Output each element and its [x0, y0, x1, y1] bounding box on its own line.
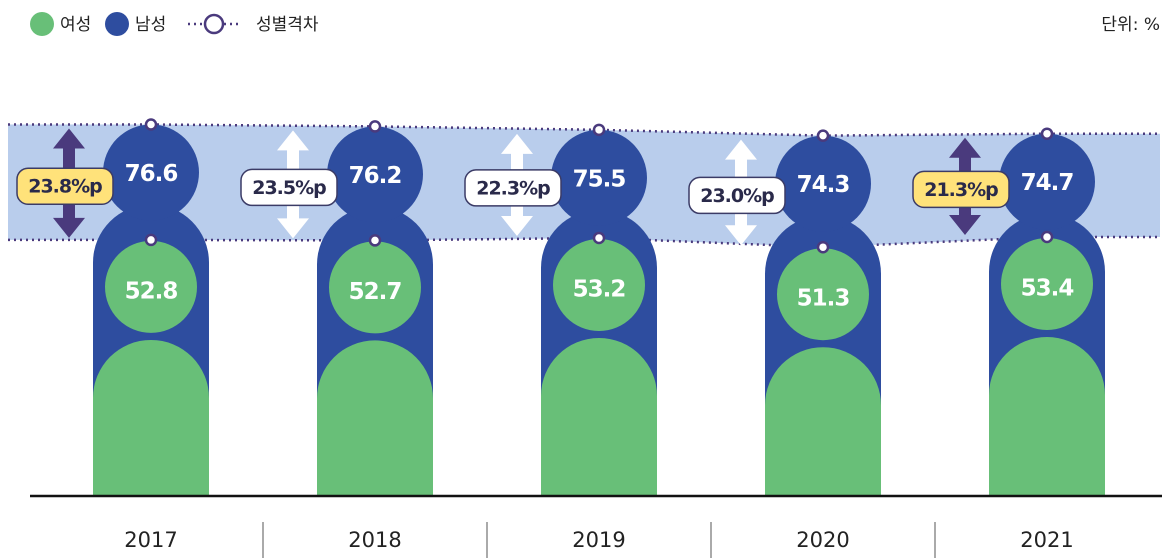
male-value: 74.7	[1021, 170, 1074, 196]
gap-label-box	[464, 169, 562, 207]
gap-label: 21.3%p	[924, 179, 998, 201]
male-head	[775, 135, 871, 232]
marker	[144, 118, 158, 131]
male-head	[103, 124, 199, 221]
legend-swatch	[105, 12, 129, 36]
female-body	[93, 339, 209, 496]
female-value: 52.8	[125, 278, 178, 304]
female-value: 51.3	[797, 286, 850, 312]
gap-label: 22.3%p	[476, 177, 550, 199]
x-tick-label: 2021	[1020, 528, 1073, 552]
female-head	[1001, 238, 1093, 331]
male-head	[999, 133, 1095, 230]
x-tick-label: 2017	[124, 528, 177, 552]
gap-label-box	[912, 170, 1010, 209]
marker	[592, 231, 606, 245]
legend-label: 성별격차	[256, 15, 319, 35]
female-body	[541, 337, 657, 496]
gap-label: 23.8%p	[28, 176, 102, 198]
marker	[1040, 127, 1054, 140]
female-value: 53.4	[1021, 276, 1074, 302]
marker	[816, 129, 830, 142]
gap-label-box	[16, 167, 114, 205]
female-head	[329, 241, 421, 334]
male-head	[551, 129, 647, 226]
male-value: 74.3	[797, 172, 850, 198]
legend-swatch	[30, 12, 54, 36]
marker	[816, 240, 830, 254]
legend-label: 남성	[135, 15, 166, 35]
x-tick-label: 2019	[572, 528, 625, 552]
female-body	[989, 337, 1105, 496]
marker	[368, 120, 382, 133]
male-value: 76.6	[125, 161, 178, 187]
legend-label: 여성	[60, 15, 91, 35]
female-body	[317, 340, 433, 496]
female-head	[777, 248, 869, 341]
x-tick-label: 2020	[796, 528, 849, 552]
gap-label-box	[688, 176, 786, 215]
gap-label-box	[240, 168, 338, 207]
marker	[144, 233, 158, 247]
female-value: 53.2	[573, 276, 626, 302]
male-value: 75.5	[573, 166, 626, 192]
gap-label: 23.0%p	[700, 185, 774, 207]
unit-note: 단위: %	[1101, 15, 1160, 35]
male-value: 76.2	[349, 163, 402, 189]
female-head	[553, 238, 645, 331]
marker	[368, 234, 382, 247]
marker	[592, 123, 606, 137]
gap-label: 23.5%p	[252, 177, 326, 199]
legend-marker	[203, 13, 225, 35]
male-head	[327, 126, 423, 223]
x-tick-label: 2018	[348, 528, 401, 552]
female-head	[105, 240, 197, 333]
female-value: 52.7	[349, 279, 402, 305]
marker	[1040, 230, 1054, 244]
female-body	[765, 347, 881, 496]
